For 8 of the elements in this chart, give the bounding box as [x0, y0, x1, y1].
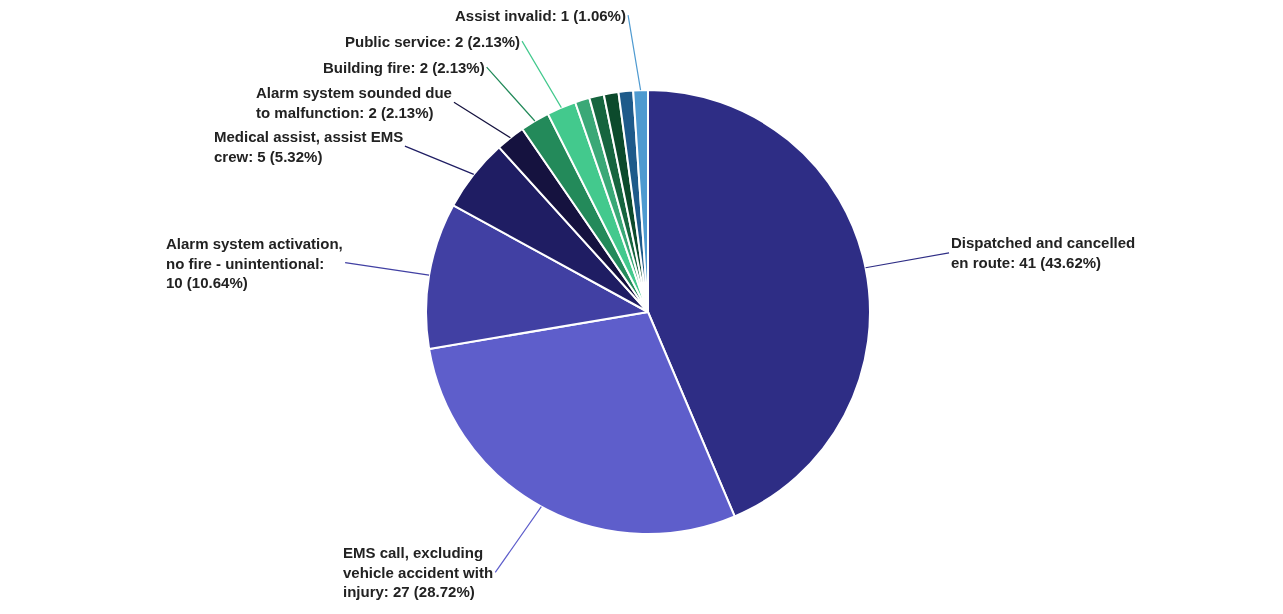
data-label: EMS call, excluding vehicle accident with injury: 27 (28.72%) — [343, 544, 494, 600]
data-label: Alarm system activation, no fire - unintentional: 10 (10.64%) — [166, 235, 343, 291]
data-label: Assist invalid: 1 (1.06%) — [455, 7, 626, 24]
data-label: Dispatched and cancelled en route: 41 (43.62%) — [951, 234, 1136, 271]
data-label: Public service: 2 (2.13%) — [345, 33, 521, 50]
data-label: Building fire: 2 (2.13%) — [323, 59, 485, 76]
data-label: Medical assist, assist EMS crew: 5 (5.32%) — [214, 128, 404, 165]
data-label: Alarm system sounded due to malfunction: 2 (2.13%) — [256, 84, 452, 121]
